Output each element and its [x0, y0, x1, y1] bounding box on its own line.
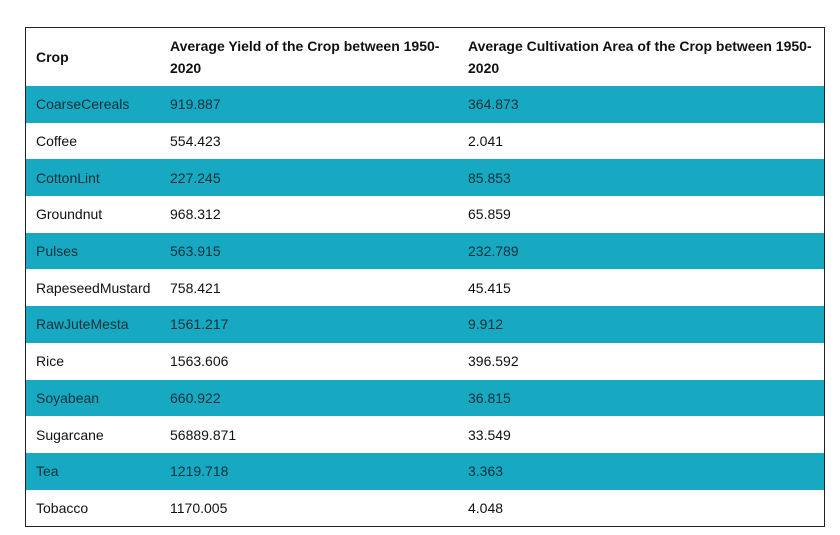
average-yield-cell: 554.423 — [160, 122, 458, 160]
crop-cell: Soyabean — [26, 379, 160, 417]
average-yield-cell: 56889.871 — [160, 416, 458, 453]
average-area-cell: 36.815 — [458, 379, 824, 417]
average-area-cell: 232.789 — [458, 232, 824, 270]
average-area-cell: 4.048 — [458, 489, 824, 526]
average-area-cell: 45.415 — [458, 269, 824, 307]
average-yield-cell: 1170.005 — [160, 489, 458, 526]
average-yield-cell: 227.245 — [160, 159, 458, 197]
table-header: Crop Average Yield of the Crop between 1… — [26, 28, 824, 86]
average-yield-cell: 1219.718 — [160, 452, 458, 490]
table-row: Tobacco 1170.005 4.048 — [26, 489, 824, 526]
column-header-average-yield: Average Yield of the Crop between 1950-2… — [160, 28, 458, 86]
crop-cell: CottonLint — [26, 159, 160, 197]
table-row: CottonLint 227.245 85.853 — [26, 159, 824, 197]
crop-data-table: Crop Average Yield of the Crop between 1… — [26, 28, 824, 526]
crop-cell: Coffee — [26, 122, 160, 160]
table-body: CoarseCereals 919.887 364.873 Coffee 554.423… — [26, 86, 824, 526]
crop-cell: RapeseedMustard — [26, 269, 160, 307]
crop-cell: Tea — [26, 452, 160, 490]
average-area-cell: 364.873 — [458, 86, 824, 123]
data-table-frame: Crop Average Yield of the Crop between 1… — [25, 27, 825, 527]
average-yield-cell: 563.915 — [160, 232, 458, 270]
crop-cell: CoarseCereals — [26, 86, 160, 123]
crop-cell: Tobacco — [26, 489, 160, 526]
average-yield-cell: 919.887 — [160, 86, 458, 123]
crop-cell: Sugarcane — [26, 416, 160, 453]
table-row: Pulses 563.915 232.789 — [26, 232, 824, 270]
crop-cell: Pulses — [26, 232, 160, 270]
average-yield-cell: 1563.606 — [160, 342, 458, 380]
crop-cell: RawJuteMesta — [26, 306, 160, 343]
column-header-crop: Crop — [26, 28, 160, 86]
table-row: Coffee 554.423 2.041 — [26, 122, 824, 160]
average-yield-cell: 660.922 — [160, 379, 458, 417]
column-header-average-area: Average Cultivation Area of the Crop bet… — [458, 28, 824, 86]
table-row: Sugarcane 56889.871 33.549 — [26, 416, 824, 453]
table-row: RawJuteMesta 1561.217 9.912 — [26, 306, 824, 343]
table-row: Soyabean 660.922 36.815 — [26, 379, 824, 417]
table-row: CoarseCereals 919.887 364.873 — [26, 86, 824, 123]
table-row: Groundnut 968.312 65.859 — [26, 196, 824, 233]
average-area-cell: 65.859 — [458, 196, 824, 233]
average-area-cell: 3.363 — [458, 452, 824, 490]
crop-cell: Rice — [26, 342, 160, 380]
average-yield-cell: 758.421 — [160, 269, 458, 307]
crop-cell: Groundnut — [26, 196, 160, 233]
average-yield-cell: 968.312 — [160, 196, 458, 233]
average-area-cell: 2.041 — [458, 122, 824, 160]
average-area-cell: 85.853 — [458, 159, 824, 197]
average-area-cell: 9.912 — [458, 306, 824, 343]
table-row: RapeseedMustard 758.421 45.415 — [26, 269, 824, 307]
average-area-cell: 33.549 — [458, 416, 824, 453]
average-area-cell: 396.592 — [458, 342, 824, 380]
table-row: Tea 1219.718 3.363 — [26, 452, 824, 490]
average-yield-cell: 1561.217 — [160, 306, 458, 343]
table-row: Rice 1563.606 396.592 — [26, 342, 824, 380]
header-row: Crop Average Yield of the Crop between 1… — [26, 28, 824, 86]
